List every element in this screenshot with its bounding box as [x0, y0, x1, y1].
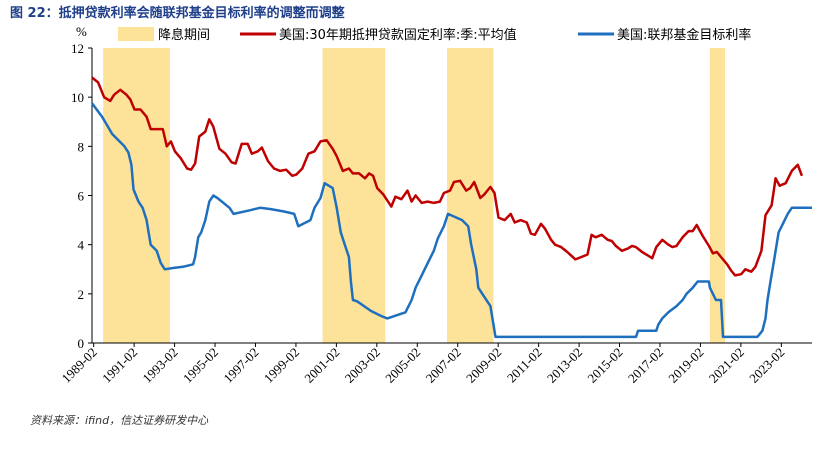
y-tick-label: 8	[78, 139, 85, 154]
legend-label-fed-funds: 美国:联邦基金目标利率	[617, 27, 751, 43]
series-lines	[90, 76, 812, 339]
figure-title: 图 22：抵押贷款利率会随联邦基金目标利率的调整而调整	[10, 6, 345, 21]
x-tick-label: 2021-02	[706, 345, 747, 386]
y-tick-label: 4	[78, 238, 85, 253]
x-tick-label: 2001-02	[301, 345, 342, 386]
shaded-period-4	[709, 48, 726, 343]
legend-label-mortgage: 美国:30年期抵押贷款固定利率:季:平均值	[279, 27, 517, 43]
axes: %	[76, 24, 812, 344]
y-axis-unit-label: %	[76, 24, 87, 39]
x-tick-label: 2015-02	[584, 345, 625, 386]
x-tick-label: 2005-02	[382, 345, 423, 386]
shaded-period-3	[446, 48, 494, 343]
x-tick-label: 1993-02	[139, 345, 180, 386]
legend-label-shaded: 降息期间	[158, 27, 210, 43]
x-tick-label: 2007-02	[423, 345, 464, 386]
x-tick-label: 2017-02	[625, 345, 666, 386]
y-tick-label: 0	[78, 336, 85, 351]
y-tick-label: 6	[78, 189, 85, 204]
series-line-2	[90, 102, 812, 339]
x-axis-ticks: 1989-02 1991-02 1993-02 1995-02 1997-02 1999-…	[59, 343, 787, 386]
shaded-periods	[103, 48, 726, 343]
x-tick-label: 2009-02	[463, 345, 504, 386]
y-axis-ticks: 0 2 4 6 8 10 12	[71, 41, 92, 351]
x-tick-label: 2011-02	[504, 345, 545, 386]
x-tick-label: 2013-02	[544, 345, 585, 386]
legend-swatch-shaded	[118, 27, 154, 41]
legend: 降息期间 美国:30年期抵押贷款固定利率:季:平均值 美国:联邦基金目标利率	[118, 27, 751, 43]
x-tick-label: 1995-02	[180, 345, 221, 386]
y-tick-label: 10	[71, 90, 84, 105]
y-tick-label: 12	[71, 41, 84, 56]
series-line-1	[91, 76, 804, 277]
x-tick-label: 2023-02	[746, 345, 787, 386]
y-tick-label: 2	[78, 287, 85, 302]
source-note: 资料来源：ifind，信达证券研发中心	[30, 414, 209, 427]
x-tick-label: 2019-02	[665, 345, 706, 386]
x-tick-label: 2003-02	[342, 345, 383, 386]
x-tick-label: 1999-02	[261, 345, 302, 386]
x-tick-label: 1997-02	[220, 345, 261, 386]
x-tick-label: 1991-02	[99, 345, 140, 386]
